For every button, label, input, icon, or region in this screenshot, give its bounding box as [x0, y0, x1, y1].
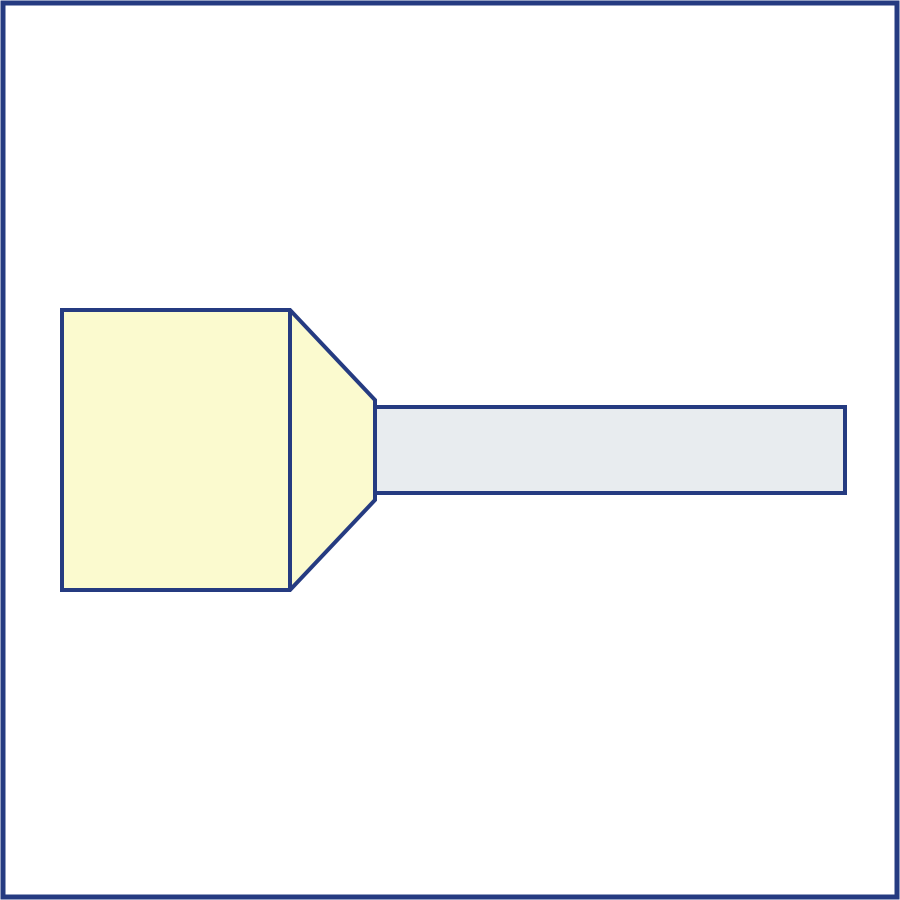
ferrule-barrel [375, 407, 845, 493]
diagram-stage [0, 0, 900, 900]
ferrule-collar [62, 310, 375, 590]
ferrule-shape [62, 310, 845, 590]
ferrule-diagram [0, 0, 900, 900]
